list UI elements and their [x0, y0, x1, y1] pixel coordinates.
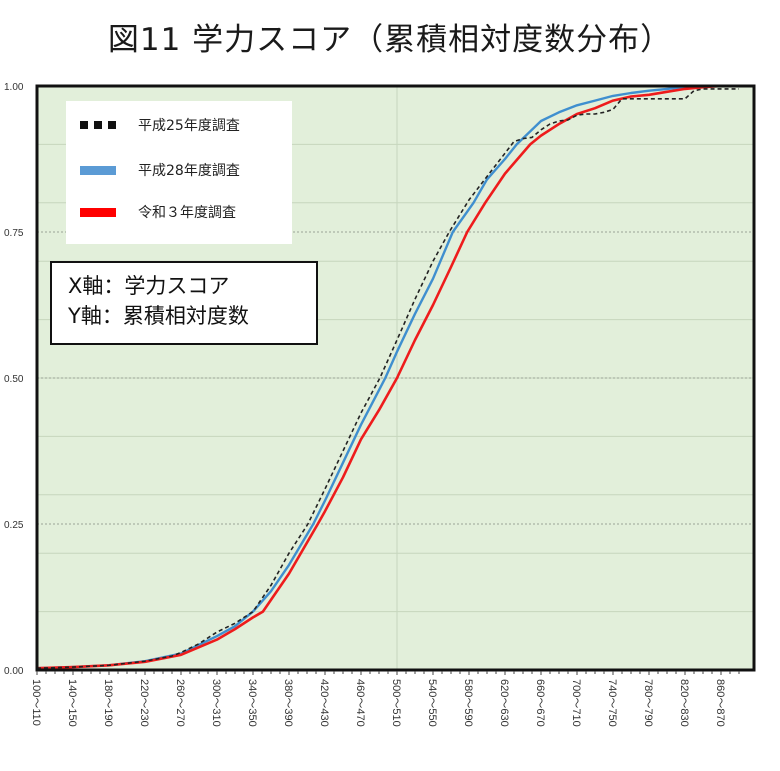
y-tick-label: 0.50 [4, 374, 24, 385]
x-tick-label: 860～870 [714, 679, 726, 727]
series-h25-line [36, 88, 739, 669]
x-tick-label: 340～350 [246, 679, 258, 727]
x-axis-ticks: 100～110 140～150 180～190 220～230 260～270 300～3… [30, 671, 740, 727]
series-r3-line [36, 84, 739, 670]
x-tick-label: 580～590 [462, 679, 474, 727]
x-tick-label: 740～750 [606, 679, 618, 727]
legend-label: 令和３年度調査 [138, 205, 236, 221]
x-tick-label: 380～390 [282, 679, 294, 727]
dotted-line-icon [80, 121, 116, 129]
y-tick-label: 1.00 [4, 82, 24, 93]
legend: 平成25年度調査 平成28年度調査 令和３年度調査 [66, 101, 292, 244]
red-line-icon [80, 207, 116, 217]
chart-title: 図11 学力スコア（累積相対度数分布） [107, 22, 673, 58]
x-tick-label: 540～550 [426, 679, 438, 727]
x-tick-label: 500～510 [390, 679, 402, 727]
legend-item-h28: 平成28年度調査 [80, 160, 240, 180]
series-h28-line [36, 84, 739, 670]
x-tick-label: 220～230 [138, 679, 150, 727]
data-series [36, 84, 739, 670]
x-tick-label: 820～830 [678, 679, 690, 727]
x-tick-label: 700～710 [570, 679, 582, 727]
x-tick-label: 780～790 [642, 679, 654, 727]
y-tick-label: 0.75 [4, 228, 24, 239]
y-tick-label: 0.25 [4, 520, 24, 531]
x-tick-label: 180～190 [102, 679, 114, 727]
axis-description-box: X軸：学力スコア Y軸：累積相対度数 [50, 261, 318, 345]
legend-label: 平成28年度調査 [138, 163, 240, 179]
x-tick-label: 420～430 [318, 679, 330, 727]
x-tick-label: 660～670 [534, 679, 546, 727]
x-tick-label: 100～110 [30, 679, 42, 726]
x-tick-label: 140～150 [66, 679, 78, 727]
y-axis-description: Y軸：累積相対度数 [68, 304, 249, 328]
legend-item-h25: 平成25年度調査 [80, 115, 240, 135]
y-tick-label: 0.00 [4, 666, 24, 677]
y-axis-ticks: 0.00 0.25 0.50 0.75 1.00 [4, 82, 24, 677]
x-axis-description: X軸：学力スコア [68, 274, 230, 298]
legend-item-r3: 令和３年度調査 [80, 202, 236, 222]
x-tick-label: 300～310 [210, 679, 222, 727]
legend-label: 平成25年度調査 [138, 118, 240, 134]
x-tick-label: 620～630 [498, 679, 510, 727]
blue-line-icon [80, 165, 116, 175]
x-tick-label: 260～270 [174, 679, 186, 727]
plot-frame [35, 84, 756, 672]
x-tick-label: 460～470 [354, 679, 366, 727]
